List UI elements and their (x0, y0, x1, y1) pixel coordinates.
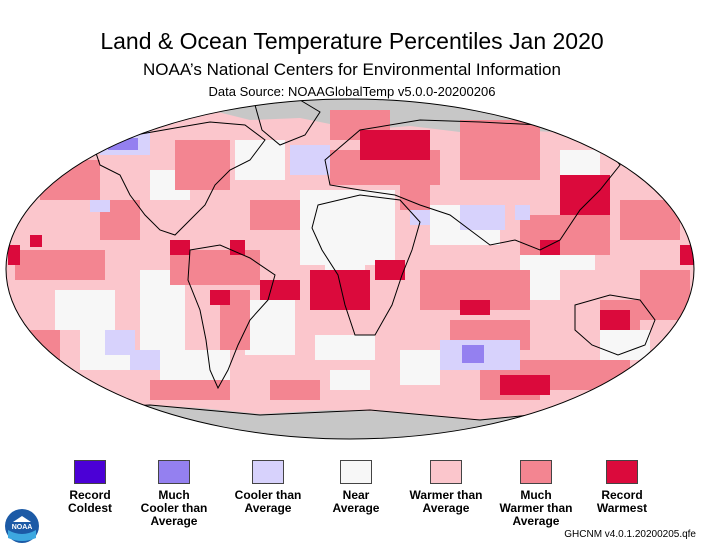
eurasia-outline (324, 119, 621, 251)
legend: Record Coldest Much Cooler than Average Coole… (0, 460, 704, 530)
south-america-outline (187, 244, 276, 390)
legend-label-line: Average (244, 501, 292, 515)
legend-label: Much Cooler than Average (126, 489, 222, 528)
legend-label: Cooler than Average (220, 489, 316, 515)
data-source: Data Source: NOAAGlobalTemp v5.0.0-20200… (208, 84, 496, 99)
legend-label-line: Warmer than (499, 501, 573, 515)
record-warmest-regions (8, 130, 694, 395)
africa-outline (311, 194, 421, 336)
legend-swatch (430, 460, 462, 484)
legend-label-line: Average (332, 501, 380, 515)
noaa-logo: NOAA (5, 509, 39, 543)
legend-label-line: Warmest (596, 501, 648, 515)
map-subtitle: NOAA’s National Centers for Environmenta… (143, 60, 561, 79)
legend-item: Record Coldest (42, 460, 138, 515)
legend-label-line: Average (512, 514, 560, 528)
legend-swatch (520, 460, 552, 484)
legend-label-line: Record (601, 488, 643, 502)
globe-border (5, 98, 695, 440)
legend-label-line: Warmer than (409, 488, 483, 502)
map-fill-layer (6, 99, 694, 439)
cooler-regions (90, 130, 530, 370)
map-title: Land & Ocean Temperature Percentiles Jan… (100, 28, 604, 54)
legend-swatch (252, 460, 284, 484)
legend-label-line: Near (342, 488, 370, 502)
svg-text:NOAA: NOAA (12, 524, 33, 531)
north-america-outline (94, 121, 266, 236)
legend-label: Record Warmest (574, 489, 670, 515)
percentile-map (5, 98, 695, 440)
legend-swatch (340, 460, 372, 484)
australia-outline (574, 294, 656, 356)
legend-label-line: Much (158, 488, 190, 502)
legend-label-line: Average (422, 501, 470, 515)
legend-swatch (606, 460, 638, 484)
legend-label-line: Cooler than (140, 501, 208, 515)
legend-label: Much Warmer than Average (488, 489, 584, 528)
legend-item: Warmer than Average (398, 460, 494, 515)
legend-label: Near Average (308, 489, 404, 515)
legend-item: Much Warmer than Average (488, 460, 584, 528)
legend-label: Record Coldest (42, 489, 138, 515)
legend-label-line: Average (150, 514, 198, 528)
legend-swatch (158, 460, 190, 484)
legend-label: Warmer than Average (398, 489, 494, 515)
legend-item: Cooler than Average (220, 460, 316, 515)
legend-label-line: Much (520, 488, 552, 502)
legend-item: Near Average (308, 460, 404, 515)
legend-item: Much Cooler than Average (126, 460, 222, 528)
legend-label-line: Coldest (67, 501, 112, 515)
legend-label-line: Cooler than (234, 488, 302, 502)
footer-credit: GHCNM v4.0.1.20200205.qfe (564, 529, 696, 540)
legend-label-line: Record (69, 488, 111, 502)
legend-item: Record Warmest (574, 460, 670, 515)
legend-swatch (74, 460, 106, 484)
